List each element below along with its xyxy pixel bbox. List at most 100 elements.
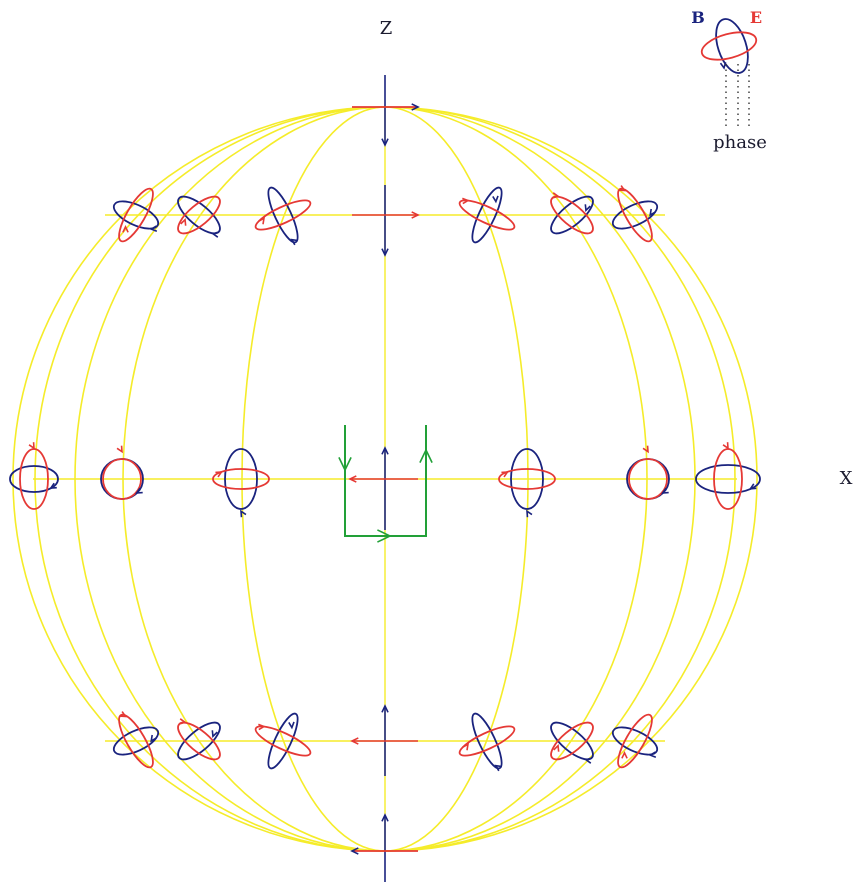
b-arrow-head xyxy=(584,757,592,764)
center-vectors xyxy=(348,446,418,530)
b-arrow-head xyxy=(661,487,669,494)
e-arrow-head xyxy=(462,742,470,751)
z-axis-label: Z xyxy=(380,18,393,39)
b-arrow-head xyxy=(381,248,389,257)
legend-phase-label: phase xyxy=(713,132,767,153)
b-arrow-head xyxy=(290,238,298,246)
e-arrow-head xyxy=(618,185,627,192)
lower-center-vectors xyxy=(350,704,418,776)
loop-arrow-right xyxy=(377,529,392,543)
axes xyxy=(348,75,420,882)
b-ellipse xyxy=(9,465,59,493)
e-arrow-head xyxy=(462,197,470,205)
b-arrow-head xyxy=(492,195,499,204)
b-ellipse xyxy=(471,712,503,770)
legend-e-label: E xyxy=(750,8,762,27)
e-ellipse xyxy=(617,187,653,243)
legend-b-label: B xyxy=(691,8,705,27)
middle-pair-2 xyxy=(100,445,144,500)
e-ellipse xyxy=(177,721,221,761)
lower-pair-5 xyxy=(550,721,594,764)
e-ellipse xyxy=(118,713,154,769)
middle-pair-4 xyxy=(498,448,556,518)
upper-center-vectors xyxy=(352,185,420,257)
e-ellipse xyxy=(177,195,221,235)
e-ellipse xyxy=(254,725,312,757)
e-ellipse xyxy=(617,713,653,769)
e-arrow-head xyxy=(215,471,223,478)
b-arrow-head xyxy=(381,138,389,147)
loop-arrow-up xyxy=(419,448,433,463)
e-arrow-head xyxy=(411,103,420,111)
polarization-ellipses xyxy=(9,185,761,772)
b-arrow-head xyxy=(211,730,218,739)
b-ellipse xyxy=(112,200,160,230)
middle-pair-1 xyxy=(9,442,59,510)
e-arrow-head xyxy=(179,718,187,725)
b-ellipse xyxy=(177,721,221,761)
e-arrow-head xyxy=(348,475,357,483)
e-arrow-head xyxy=(258,216,266,225)
lower-pair-3 xyxy=(254,712,312,770)
e-ellipse xyxy=(254,199,312,231)
lower-pair-1 xyxy=(112,711,160,769)
b-arrow-head xyxy=(288,721,295,730)
b-ellipse xyxy=(112,726,160,756)
e-arrow-head xyxy=(258,723,266,731)
b-ellipse xyxy=(550,195,594,235)
legend-arrow-head xyxy=(719,62,727,70)
upper-pair-4 xyxy=(458,186,516,244)
loop-arrow-down xyxy=(338,457,352,472)
e-arrow-head xyxy=(642,445,649,454)
e-arrow-head xyxy=(116,445,123,454)
b-ellipse xyxy=(224,448,258,510)
b-ellipse xyxy=(550,721,594,761)
b-arrow-head xyxy=(649,208,656,217)
e-ellipse xyxy=(550,721,594,761)
e-ellipse xyxy=(628,458,668,500)
legend-b-ellipse xyxy=(715,18,749,74)
b-ellipse xyxy=(471,186,503,244)
middle-pair-5 xyxy=(626,445,670,500)
b-arrow-head xyxy=(381,813,389,822)
e-arrow-head xyxy=(501,471,509,478)
e-arrow-head xyxy=(350,847,359,855)
b-arrow-head xyxy=(748,483,757,490)
e-arrow-head xyxy=(411,211,420,219)
current-loop xyxy=(338,425,433,543)
b-ellipse xyxy=(267,186,299,244)
e-arrow-head xyxy=(552,192,560,199)
b-arrow-head xyxy=(648,751,657,758)
legend-e-ellipse xyxy=(700,31,758,61)
b-ellipse xyxy=(695,464,761,494)
b-ellipse xyxy=(177,195,221,235)
e-ellipse xyxy=(458,725,516,757)
e-arrow-head xyxy=(122,225,129,233)
e-ellipse xyxy=(212,468,270,490)
x-axis-label: X xyxy=(840,468,853,489)
b-ellipse xyxy=(510,448,544,510)
b-arrow-head xyxy=(381,704,389,713)
upper-pair-1 xyxy=(112,187,160,243)
lower-pair-6 xyxy=(611,713,659,769)
middle-pair-6 xyxy=(695,442,761,510)
b-arrow-head xyxy=(211,231,219,238)
upper-pair-2 xyxy=(177,195,221,238)
upper-pair-5 xyxy=(550,192,594,235)
b-arrow-head xyxy=(49,482,57,490)
lower-pair-2 xyxy=(177,718,221,761)
e-arrow-head xyxy=(180,217,187,226)
b-arrow-head xyxy=(149,225,158,232)
b-arrow-head xyxy=(526,509,533,518)
e-arrow-head xyxy=(621,751,628,759)
e-ellipse xyxy=(118,187,154,243)
middle-pair-3 xyxy=(212,448,270,518)
e-arrow-head xyxy=(350,737,359,745)
b-ellipse xyxy=(611,726,659,756)
e-ellipse xyxy=(102,458,142,500)
b-arrow-head xyxy=(150,734,157,743)
e-arrow-head xyxy=(553,743,560,752)
loop-path xyxy=(344,425,427,537)
